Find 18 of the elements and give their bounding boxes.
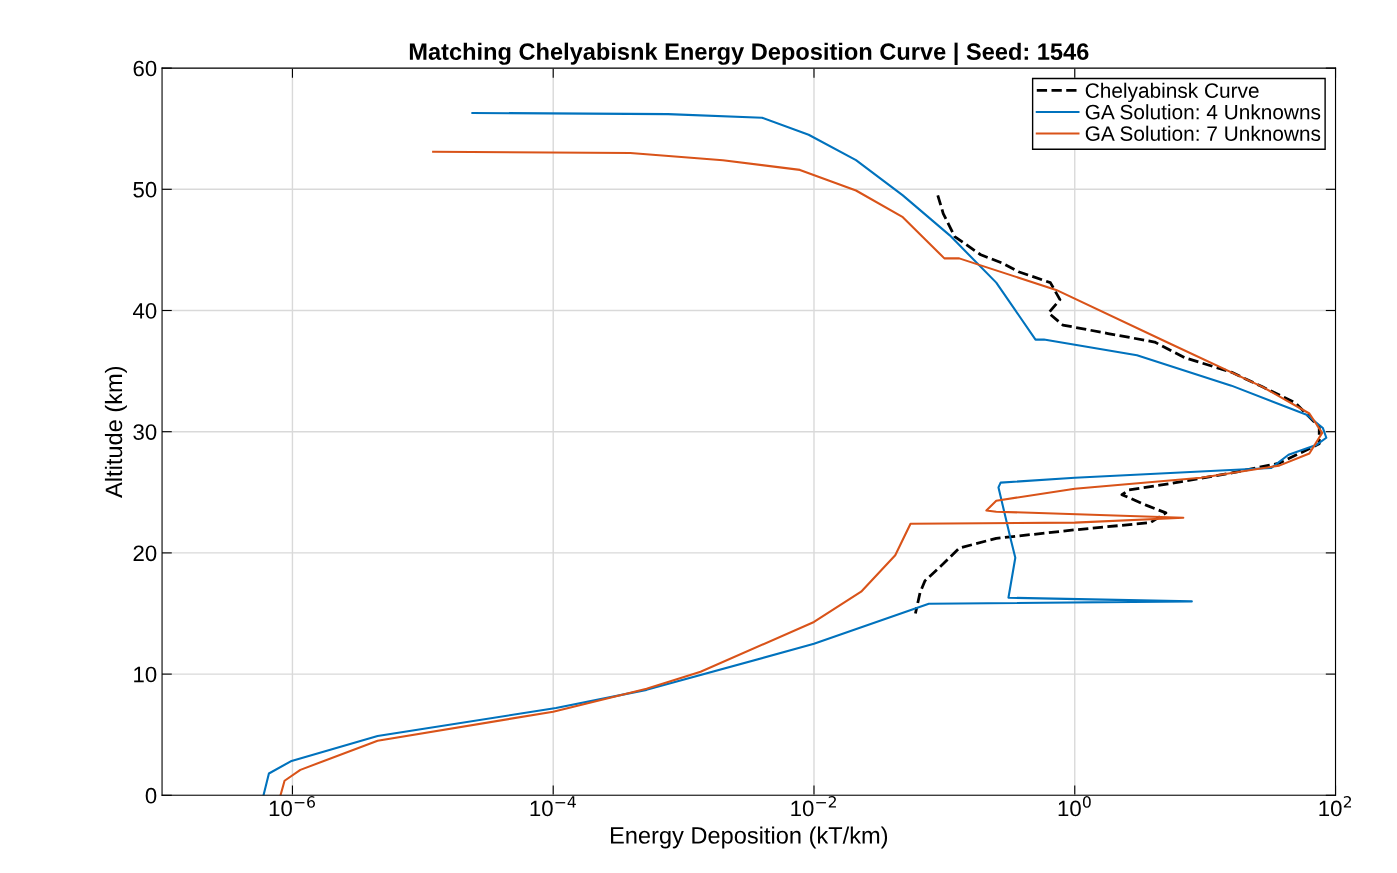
legend-label: GA Solution: 7 Unknowns xyxy=(1085,125,1321,141)
y-tick-label: 10 xyxy=(134,666,157,683)
legend-label: Chelyabinsk Curve xyxy=(1085,82,1259,103)
y-tick-label: 0 xyxy=(145,787,157,804)
y-tick-label: 20 xyxy=(133,545,157,562)
y-tick-label: 50 xyxy=(133,181,157,198)
legend-label: GA Solution: 4 Unknowns xyxy=(1085,104,1321,120)
x-tick-label: 10$^{−2}$ xyxy=(791,796,836,817)
y-tick-label: 60 xyxy=(133,60,157,77)
x-tick-label: 10$^{2}$ xyxy=(1319,796,1352,817)
y-tick-label: 30 xyxy=(133,424,157,440)
y-axis-title: Altitude (km) xyxy=(104,366,127,498)
y-tick-label: 40 xyxy=(132,303,157,319)
chart-title: Matching Chelyabisnk Energy Deposition Curve | Seed: 1546 xyxy=(409,42,1089,66)
x-axis-title: Energy Deposition (kT/km) xyxy=(611,826,888,849)
x-tick-label: 10$^{−4}$ xyxy=(530,796,576,817)
x-tick-label: 10$^{0}$ xyxy=(1058,796,1091,817)
x-tick-label: 10$^{−6}$ xyxy=(269,796,315,817)
